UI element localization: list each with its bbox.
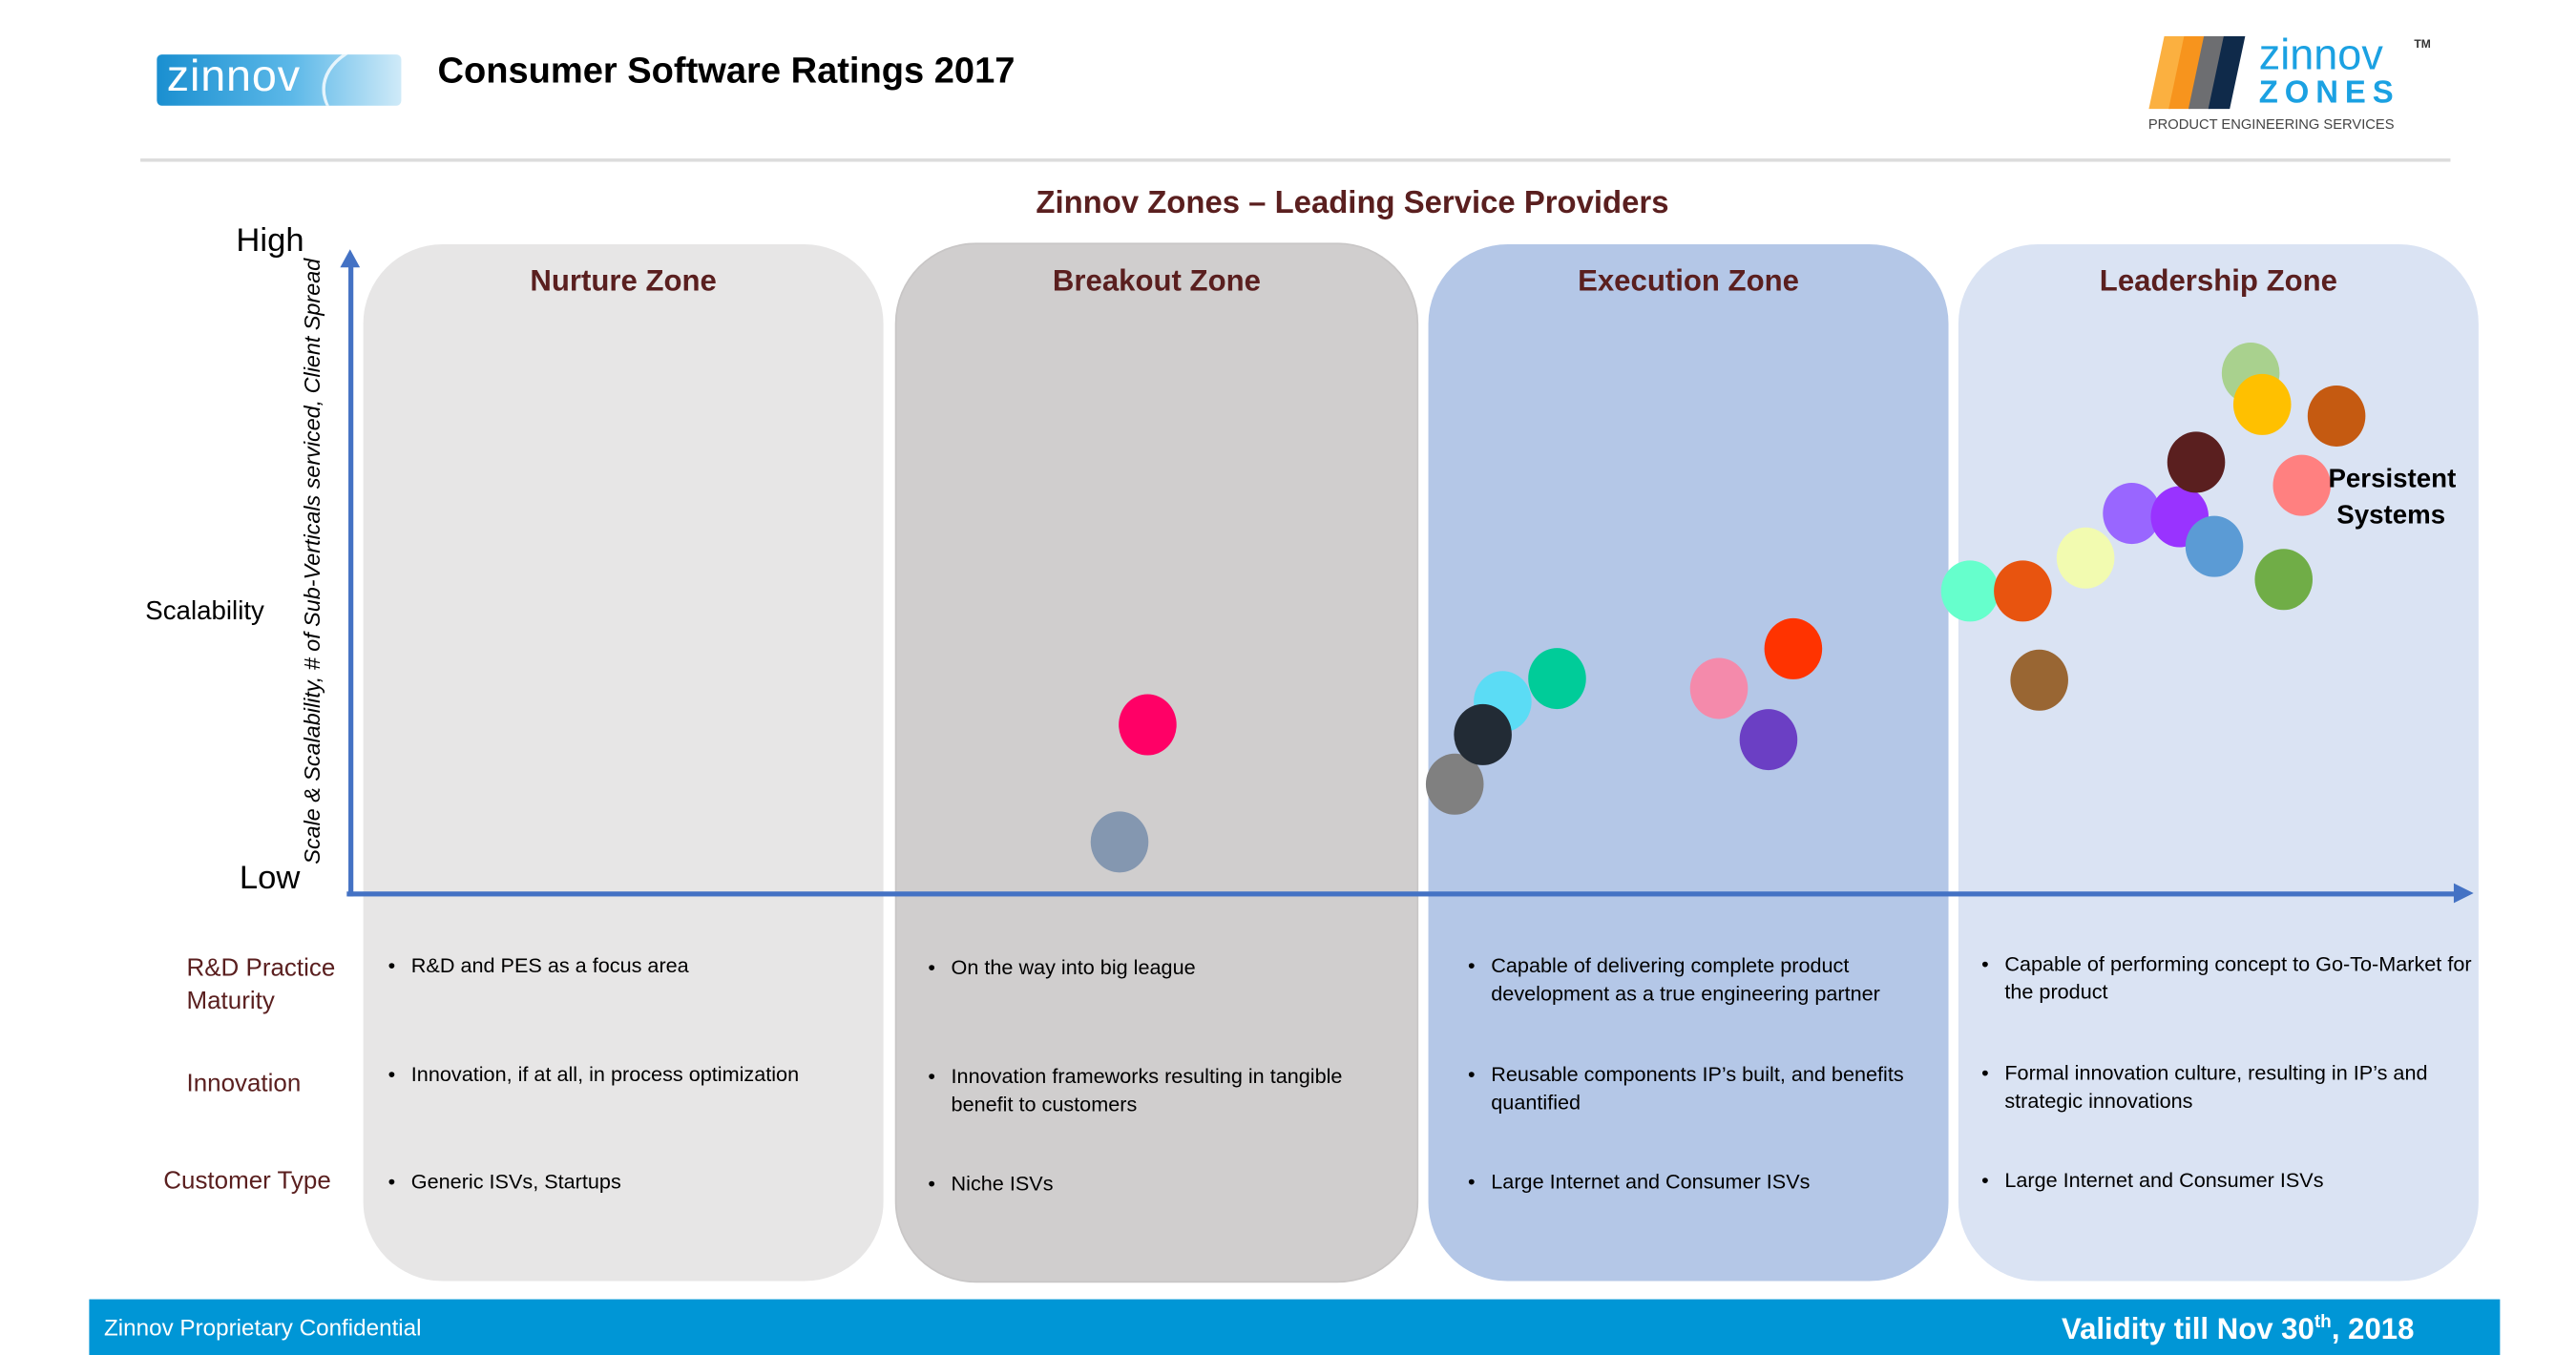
zinnov-zones-logo: zinnov TM ZONES PRODUCT ENGINEERING SERV… (2147, 30, 2443, 136)
provider-bubble (1764, 617, 1823, 679)
provider-bubble (1940, 560, 2000, 622)
provider-bubble (1739, 709, 1798, 771)
provider-bubble (2167, 431, 2226, 493)
provider-bubble (2254, 549, 2314, 611)
bullet-nurture-customer: Generic ISVs, Startups (388, 1169, 882, 1197)
provider-bubble (2056, 527, 2115, 589)
bullet-leadership-innovation: Formal innovation culture, resulting in … (1981, 1060, 2467, 1115)
zinnov-logo: zinnov (157, 54, 402, 106)
y-axis (347, 263, 353, 897)
y-low-label: Low (239, 860, 301, 897)
validity-sup: th (2314, 1312, 2332, 1333)
execution-zone: Execution Zone (1428, 244, 1949, 1282)
provider-bubble (1454, 703, 1512, 765)
logo-tm: TM (2414, 39, 2431, 52)
bullet-leadership-rd: Capable of performing concept to Go-To-M… (1981, 951, 2483, 1006)
logo-stripes (2147, 36, 2246, 110)
bullet-nurture-rd: R&D and PES as a focus area (388, 952, 882, 980)
bullet-execution-rd: Capable of delivering complete product d… (1468, 952, 1937, 1007)
logo-swoosh (322, 54, 401, 106)
provider-bubble (2307, 385, 2366, 447)
footer-validity: Validity till Nov 30th, 2018 (2062, 1312, 2414, 1346)
validity-year: , 2018 (2331, 1312, 2415, 1346)
breakout-zone: Breakout Zone (896, 244, 1417, 1282)
row-label-customer: Customer Type (163, 1167, 331, 1196)
bubble-persistent-systems (2272, 454, 2332, 516)
validity-text: Validity till Nov 30 (2062, 1312, 2314, 1346)
provider-bubble (2232, 373, 2292, 435)
bullet-breakout-innovation: Innovation frameworks resulting in tangi… (928, 1063, 1396, 1117)
zone-title: Leadership Zone (2099, 263, 2337, 298)
provider-bubble (1119, 694, 1177, 756)
y-axis-label: Scale & Scalability, # of Sub-Verticals … (300, 258, 325, 865)
persistent-systems-label: Persistent Systems (2328, 462, 2457, 534)
page-title: Consumer Software Ratings 2017 (437, 49, 1016, 92)
zone-title: Execution Zone (1578, 263, 1799, 298)
logo-text: zinnov (166, 54, 301, 101)
row-label-innovation: Innovation (186, 1070, 302, 1098)
bullet-breakout-rd: On the way into big league (928, 954, 1421, 982)
logo-wordmark: zinnov (2258, 30, 2383, 80)
zone-title: Breakout Zone (1052, 263, 1261, 298)
x-axis-arrow (2453, 883, 2474, 904)
header-divider (140, 158, 2451, 162)
footer-bar: Zinnov Proprietary Confidential Validity… (89, 1299, 2501, 1355)
zone-title: Nurture Zone (530, 263, 717, 298)
chart-subtitle: Zinnov Zones – Leading Service Providers (1036, 186, 1669, 221)
bullet-execution-customer: Large Internet and Consumer ISVs (1468, 1169, 1961, 1197)
bullet-leadership-customer: Large Internet and Consumer ISVs (1981, 1167, 2475, 1195)
bullet-execution-innovation: Reusable components IP’s built, and bene… (1468, 1061, 1937, 1115)
provider-bubble (2185, 515, 2244, 577)
y-axis-name: Scalability (145, 597, 264, 626)
bullet-nurture-innovation: Innovation, if at all, in process optimi… (388, 1061, 882, 1089)
provider-bubble (2010, 649, 2068, 711)
logo-zones: ZONES (2258, 75, 2400, 111)
row-label-rd: R&D Practice Maturity (186, 953, 336, 1016)
provider-bubble (1689, 657, 1749, 719)
provider-bubble (1994, 560, 2052, 622)
nurture-zone: Nurture Zone (363, 244, 884, 1282)
leadership-zone: Leadership Zone (1958, 244, 2479, 1282)
logo-tagline: PRODUCT ENGINEERING SERVICES (2147, 115, 2395, 133)
provider-bubble (1528, 648, 1586, 710)
y-axis-arrow (340, 249, 361, 268)
provider-bubble (1090, 811, 1149, 873)
y-high-label: High (236, 222, 304, 260)
footer-confidential: Zinnov Proprietary Confidential (103, 1314, 422, 1341)
bullet-breakout-customer: Niche ISVs (928, 1171, 1421, 1199)
label-text: Persistent Systems (2328, 465, 2457, 531)
x-axis (346, 890, 2458, 896)
